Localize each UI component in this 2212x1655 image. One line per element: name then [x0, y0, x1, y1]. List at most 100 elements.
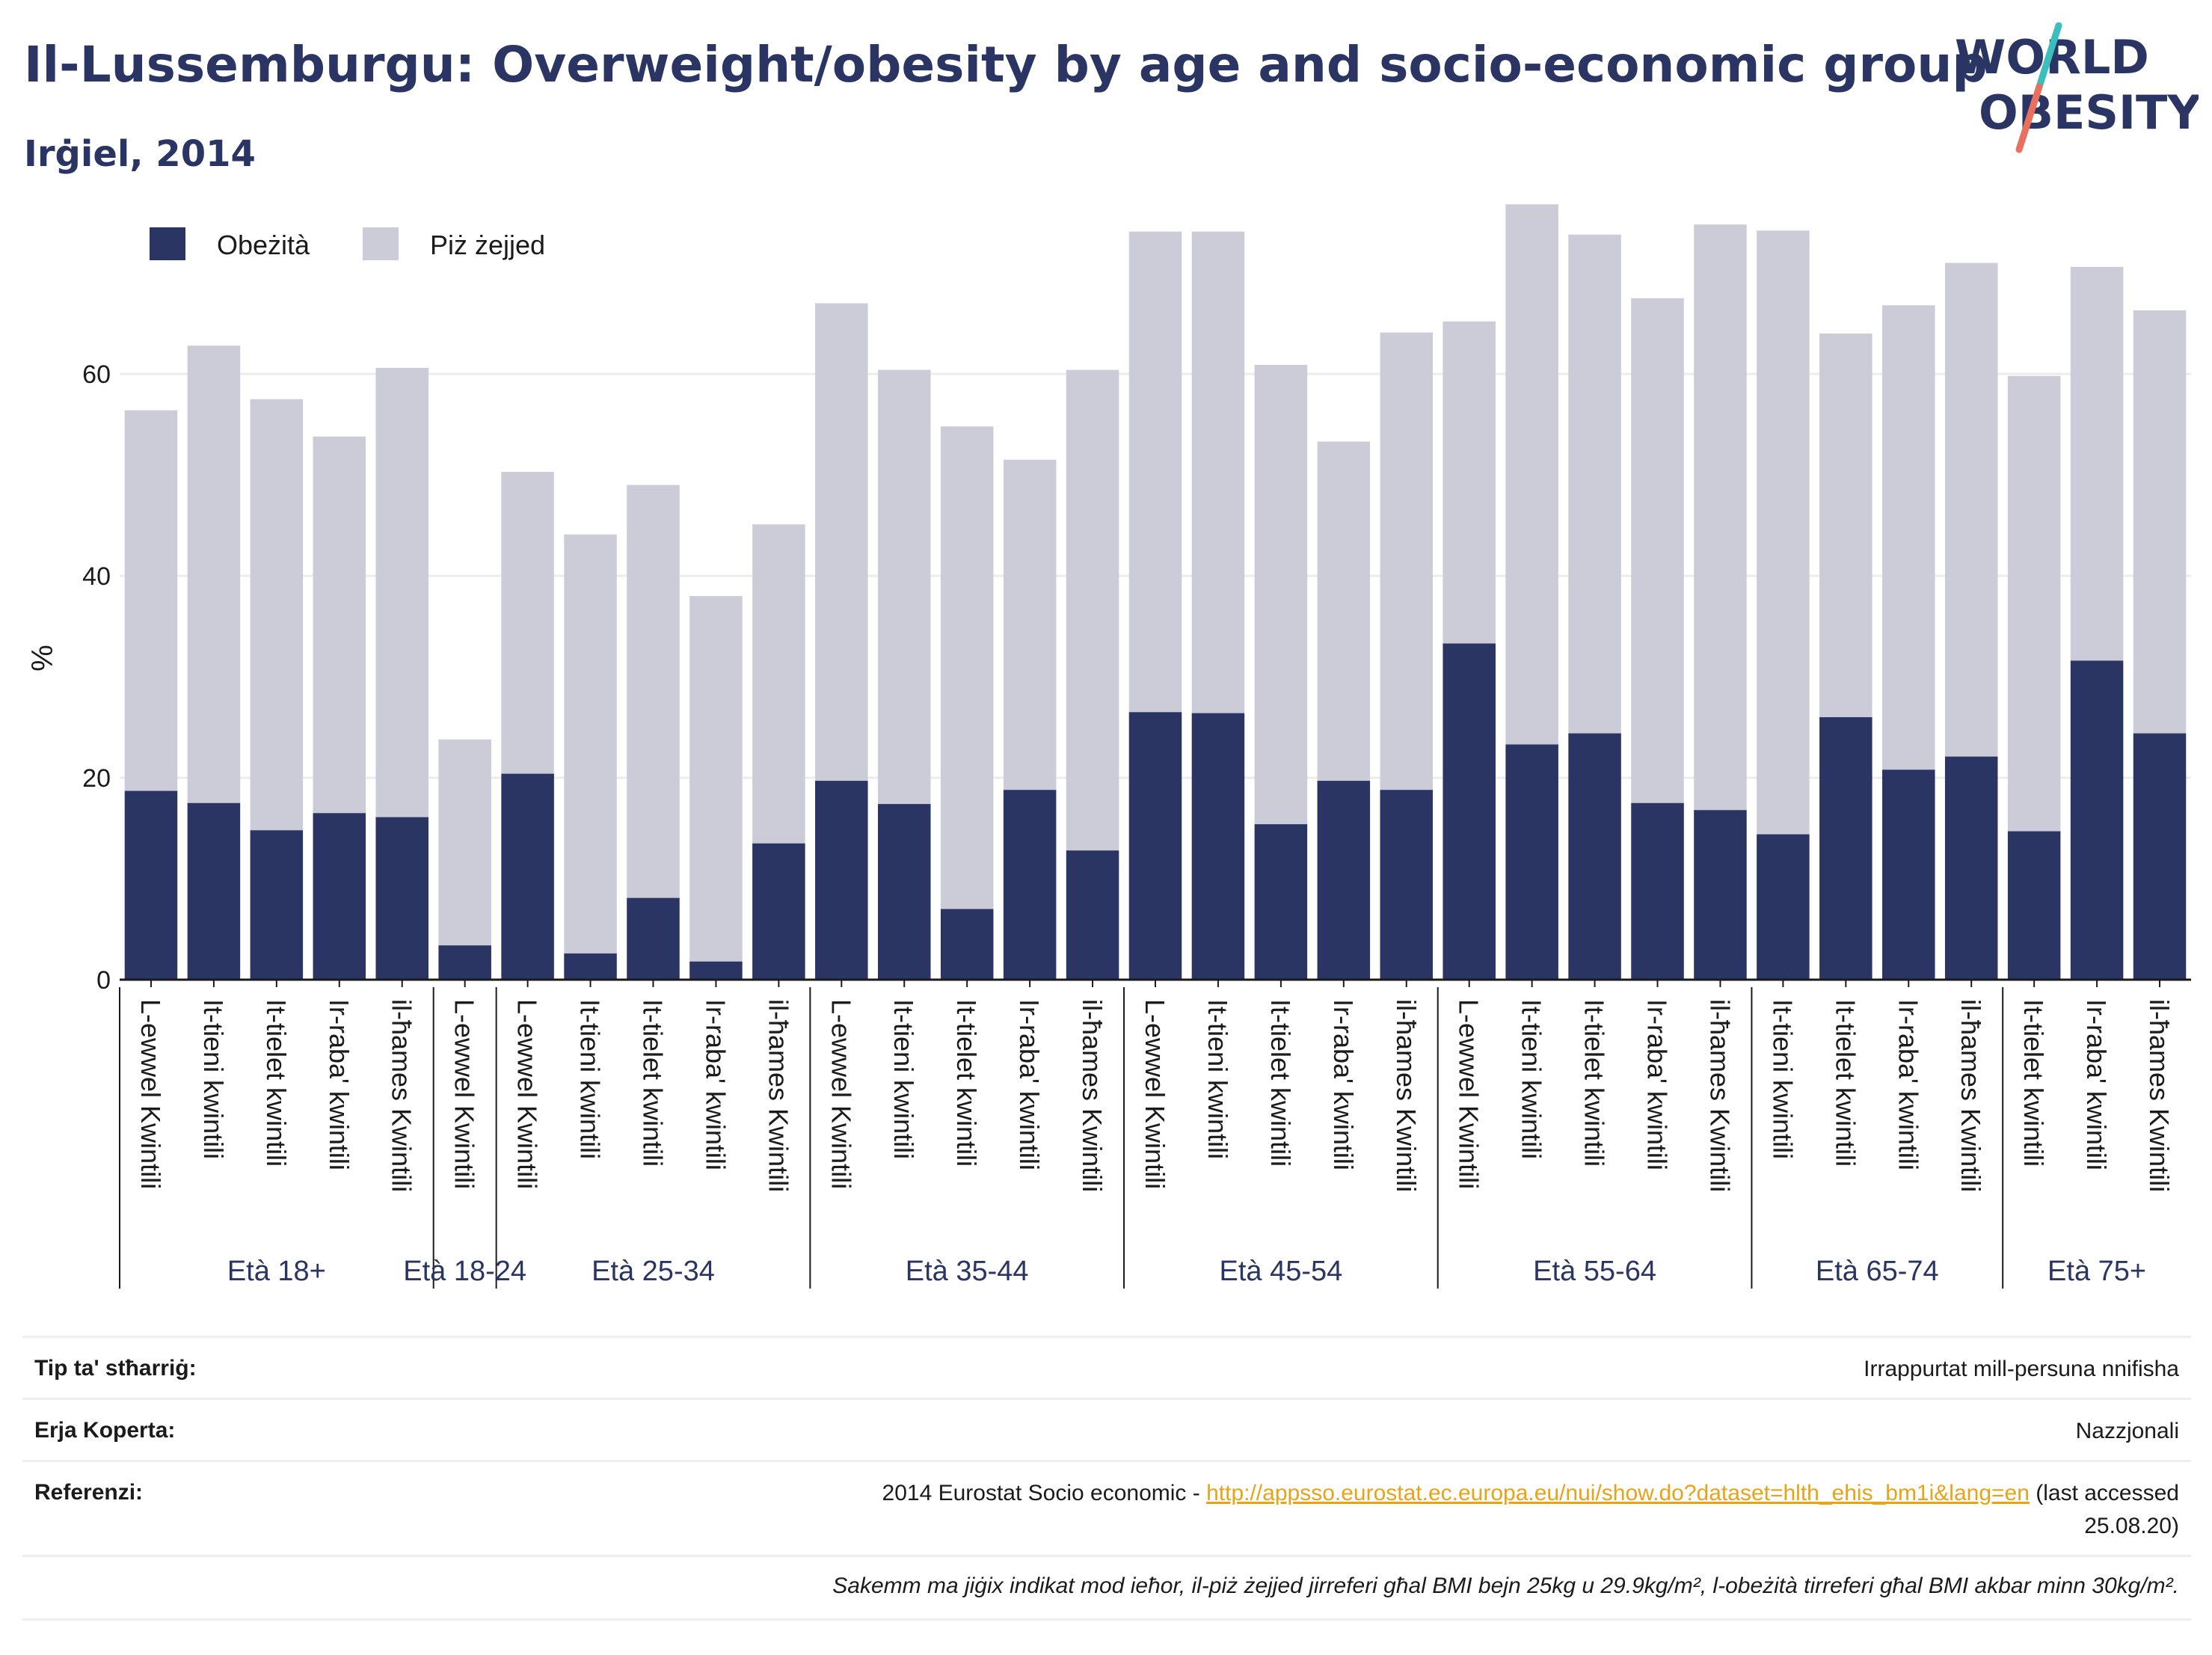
x-tick-label: il-ħames Kwintili — [2144, 999, 2175, 1192]
note-row: Sakemm ma jiġix indikat mod ieħor, il-pi… — [22, 1555, 2191, 1621]
bar-overweight — [1694, 224, 1747, 811]
bar-overweight — [187, 346, 241, 803]
bar-obesity — [1003, 790, 1057, 980]
references-prefix: 2014 Eurostat Socio economic - — [882, 1481, 1207, 1505]
bar-obesity — [1819, 717, 1872, 980]
bar-overweight — [627, 485, 680, 898]
legend-swatch-1 — [363, 227, 399, 260]
bar-overweight — [1066, 369, 1119, 851]
x-tick-label: It-tieni kwintili — [888, 999, 919, 1159]
x-tick-label: il-ħames Kwintili — [1077, 999, 1107, 1192]
chart-bars — [124, 204, 2187, 980]
x-tick-label: It-tieni kwintili — [1202, 999, 1233, 1159]
bar-overweight — [752, 524, 805, 844]
page-title: Il-Lussemburgu: Overweight/obesity by ag… — [24, 36, 1988, 93]
bar-obesity — [689, 961, 743, 980]
x-tick-label: il-ħames Kwintili — [763, 999, 793, 1192]
x-tick-label: Ir-raba' kwintili — [1642, 999, 1673, 1170]
logo-slash-bottom — [2015, 83, 2043, 153]
x-tick-label: Ir-raba' kwintili — [1893, 999, 1923, 1170]
bar-obesity — [1254, 824, 1308, 980]
bar-obesity — [752, 843, 805, 980]
group-label: Età 75+ — [2047, 1256, 2146, 1287]
x-tick-label: It-tieni kwintili — [198, 999, 229, 1159]
chart-legend: Obeżità Piż żejjed — [150, 227, 545, 260]
bar-chart: Obeżità Piż żejjed 0 20 40 60% L-ewwel Kwint… — [26, 204, 2191, 1289]
bar-obesity — [877, 804, 931, 980]
bar-overweight — [1757, 230, 1810, 835]
bar-obesity — [815, 781, 868, 980]
x-tick-label: Ir-raba' kwintili — [324, 999, 354, 1170]
bar-obesity — [1128, 712, 1182, 980]
bar-obesity — [1443, 643, 1496, 980]
bar-obesity — [1191, 713, 1245, 980]
group-label: Età 55-64 — [1533, 1256, 1656, 1287]
y-tick-label: 40 — [82, 562, 111, 591]
x-tick-label: il-ħames Kwintili — [1956, 999, 1986, 1192]
x-tick-label: It-tielet kwintili — [1265, 999, 1296, 1167]
bar-obesity — [250, 830, 304, 980]
area-covered-value: Nazzjonali — [2075, 1419, 2179, 1443]
bar-overweight — [1505, 204, 1558, 745]
group-label: Età 18-24 — [403, 1256, 526, 1287]
bar-overweight — [815, 303, 868, 782]
y-tick-label: 20 — [82, 764, 111, 793]
chart-axes: L-ewwel Kwintili It-tieni kwintili It-tiel… — [119, 978, 2191, 1289]
bar-overweight — [2070, 266, 2124, 661]
bar-obesity — [313, 813, 366, 980]
x-tick-label: L-ewwel Kwintili — [826, 999, 856, 1189]
group-label: Età 18+ — [227, 1256, 326, 1287]
references-line2: 25.08.20) — [2084, 1514, 2179, 1538]
bar-overweight — [1003, 459, 1057, 790]
references-suffix: (last accessed — [2029, 1481, 2179, 1505]
logo-slash-top — [2036, 22, 2062, 90]
legend-swatch-0 — [150, 227, 185, 260]
x-tick-label: Ir-raba' kwintili — [1328, 999, 1359, 1170]
x-tick-label: It-tielet kwintili — [261, 999, 292, 1167]
area-covered-row: Erja Koperta: Nazzjonali — [22, 1398, 2191, 1460]
survey-type-row: Tip ta' stħarriġ: Irrappurtat mill-persu… — [22, 1336, 2191, 1398]
x-tick-label: Ir-raba' kwintili — [2081, 999, 2112, 1170]
group-label: Età 25-34 — [592, 1256, 715, 1287]
bar-overweight — [2133, 310, 2187, 734]
bar-obesity — [1882, 770, 1935, 980]
bar-obesity — [1066, 850, 1119, 980]
references-label: Referenzi: — [34, 1480, 144, 1505]
references-value: 2014 Eurostat Socio economic - http://ap… — [882, 1477, 2179, 1543]
bar-obesity — [2070, 660, 2124, 980]
bar-overweight — [564, 534, 617, 954]
x-tick-label: It-tieni kwintili — [575, 999, 606, 1159]
references-link[interactable]: http://appsso.eurostat.ec.europa.eu/nui/… — [1206, 1481, 2030, 1505]
bar-overweight — [2007, 375, 2061, 832]
bar-overweight — [1443, 321, 1496, 644]
x-tick-label: L-ewwel Kwintili — [1454, 999, 1484, 1189]
bar-obesity — [564, 953, 617, 980]
logo-text-bottom: OBESITY — [1979, 85, 2199, 140]
bar-obesity — [627, 897, 680, 980]
bar-obesity — [940, 909, 994, 980]
bar-obesity — [1568, 733, 1621, 980]
y-tick-label: 60 — [82, 360, 111, 389]
bar-obesity — [1944, 756, 1998, 980]
bar-overweight — [1631, 298, 1684, 803]
x-tick-label: It-tieni kwintili — [1517, 999, 1547, 1159]
x-tick-label: L-ewwel Kwintili — [1140, 999, 1170, 1189]
bar-overweight — [438, 739, 491, 946]
bar-overweight — [1254, 364, 1308, 825]
bar-overweight — [1568, 234, 1621, 734]
bar-overweight — [124, 410, 178, 791]
legend-label-0: Obeżità — [217, 230, 310, 260]
x-tick-label: It-tielet kwintili — [2018, 999, 2049, 1167]
y-tick-label: 0 — [96, 966, 111, 995]
bar-overweight — [1882, 305, 1935, 770]
bar-obesity — [375, 817, 428, 980]
x-tick-label: Ir-raba' kwintili — [700, 999, 731, 1170]
group-label: Età 65-74 — [1816, 1256, 1939, 1287]
bar-obesity — [1694, 810, 1747, 980]
bar-overweight — [250, 399, 304, 831]
bar-overweight — [375, 367, 428, 817]
legend-label-1: Piż żejjed — [430, 230, 545, 260]
bar-overweight — [1819, 334, 1872, 717]
x-tick-label: It-tieni kwintili — [1767, 999, 1798, 1159]
bar-obesity — [1505, 744, 1558, 980]
